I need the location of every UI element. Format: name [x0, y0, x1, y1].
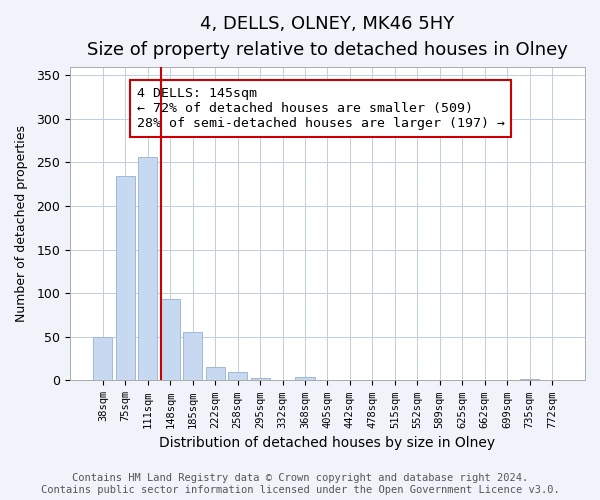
Bar: [183, 332, 202, 380]
Bar: [161, 300, 180, 380]
Y-axis label: Number of detached properties: Number of detached properties: [15, 125, 28, 322]
Bar: [228, 372, 247, 380]
Bar: [251, 378, 269, 380]
Bar: [206, 368, 225, 380]
Bar: [295, 377, 314, 380]
Bar: [116, 176, 135, 380]
Text: 4 DELLS: 145sqm
← 72% of detached houses are smaller (509)
28% of semi-detached : 4 DELLS: 145sqm ← 72% of detached houses…: [137, 87, 505, 130]
Bar: [520, 378, 539, 380]
Bar: [94, 337, 112, 380]
Text: Contains HM Land Registry data © Crown copyright and database right 2024.
Contai: Contains HM Land Registry data © Crown c…: [41, 474, 559, 495]
Bar: [138, 157, 157, 380]
Title: 4, DELLS, OLNEY, MK46 5HY
Size of property relative to detached houses in Olney: 4, DELLS, OLNEY, MK46 5HY Size of proper…: [87, 15, 568, 60]
X-axis label: Distribution of detached houses by size in Olney: Distribution of detached houses by size …: [160, 436, 496, 450]
